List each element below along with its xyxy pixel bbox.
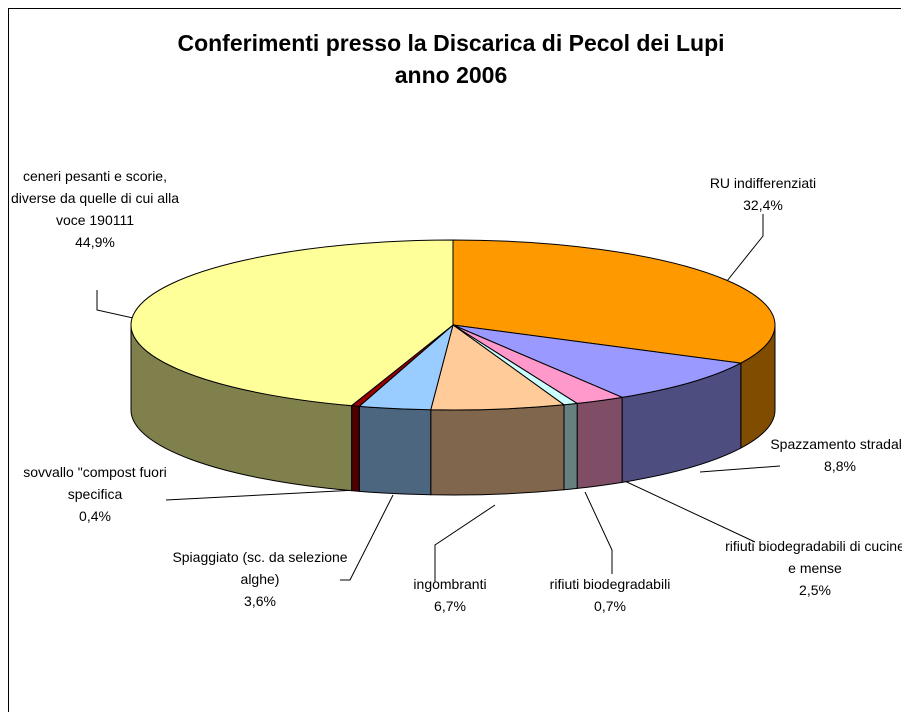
data-label: Spazzamento stradale 8,8% <box>760 433 902 477</box>
category-label: RU indifferenziati <box>709 175 817 191</box>
category-label: ingombranti <box>413 576 487 592</box>
data-label: sovvallo "compost fuori specifica 0,4% <box>0 461 190 527</box>
value-label: 8,8% <box>824 458 856 474</box>
slice <box>130 239 454 407</box>
value-label: 32,4% <box>743 197 783 213</box>
leader-line <box>340 494 394 581</box>
leader-lines <box>96 214 781 582</box>
leader-line <box>584 491 613 574</box>
value-label: 2,5% <box>799 582 831 598</box>
data-label: RU indifferenziati 32,4% <box>683 172 843 216</box>
leader-line <box>165 489 358 501</box>
chart-title: anno 2006 <box>394 62 508 88</box>
slice-side <box>576 396 623 489</box>
data-label: ingombranti 6,7% <box>360 573 540 617</box>
category-label: sovvallo "compost fuori specifica <box>23 464 167 502</box>
chart-border <box>8 8 901 712</box>
slice-side <box>358 405 432 496</box>
value-label: 3,6% <box>244 593 276 609</box>
category-label: rifiuti biodegradabili di cucine e mense <box>725 538 902 576</box>
data-label: Spiaggiato (sc. da selezione alghe) 3,6% <box>160 546 360 612</box>
value-label: 0,4% <box>79 508 111 524</box>
value-label: 44,9% <box>75 234 115 250</box>
value-label: 6,7% <box>434 598 466 614</box>
pie <box>130 239 776 496</box>
category-label: rifiuti biodegradabili <box>549 576 671 592</box>
chart-title: Conferimenti presso la Discarica di Peco… <box>177 30 725 56</box>
slice-side <box>351 405 360 492</box>
slice <box>430 324 566 411</box>
data-label: ceneri pesanti e scorie, diverse da quel… <box>0 165 190 253</box>
slice <box>452 324 743 398</box>
category-label: Spiaggiato (sc. da selezione alghe) <box>172 549 348 587</box>
leader-line <box>613 475 756 543</box>
category-label: ceneri pesanti e scorie, diverse da quel… <box>10 168 180 228</box>
slice-side <box>563 402 578 491</box>
category-label: Spazzamento stradale <box>770 436 902 452</box>
slice-side <box>430 404 565 496</box>
data-label: rifiuti biodegradabili di cucine e mense… <box>720 535 902 601</box>
leader-line <box>726 214 764 282</box>
value-label: 0,7% <box>594 598 626 614</box>
leader-line <box>434 504 496 582</box>
leader-line <box>699 465 781 473</box>
leader-line <box>96 290 134 319</box>
slice <box>452 239 776 364</box>
data-label: rifiuti biodegradabili 0,7% <box>520 573 700 617</box>
